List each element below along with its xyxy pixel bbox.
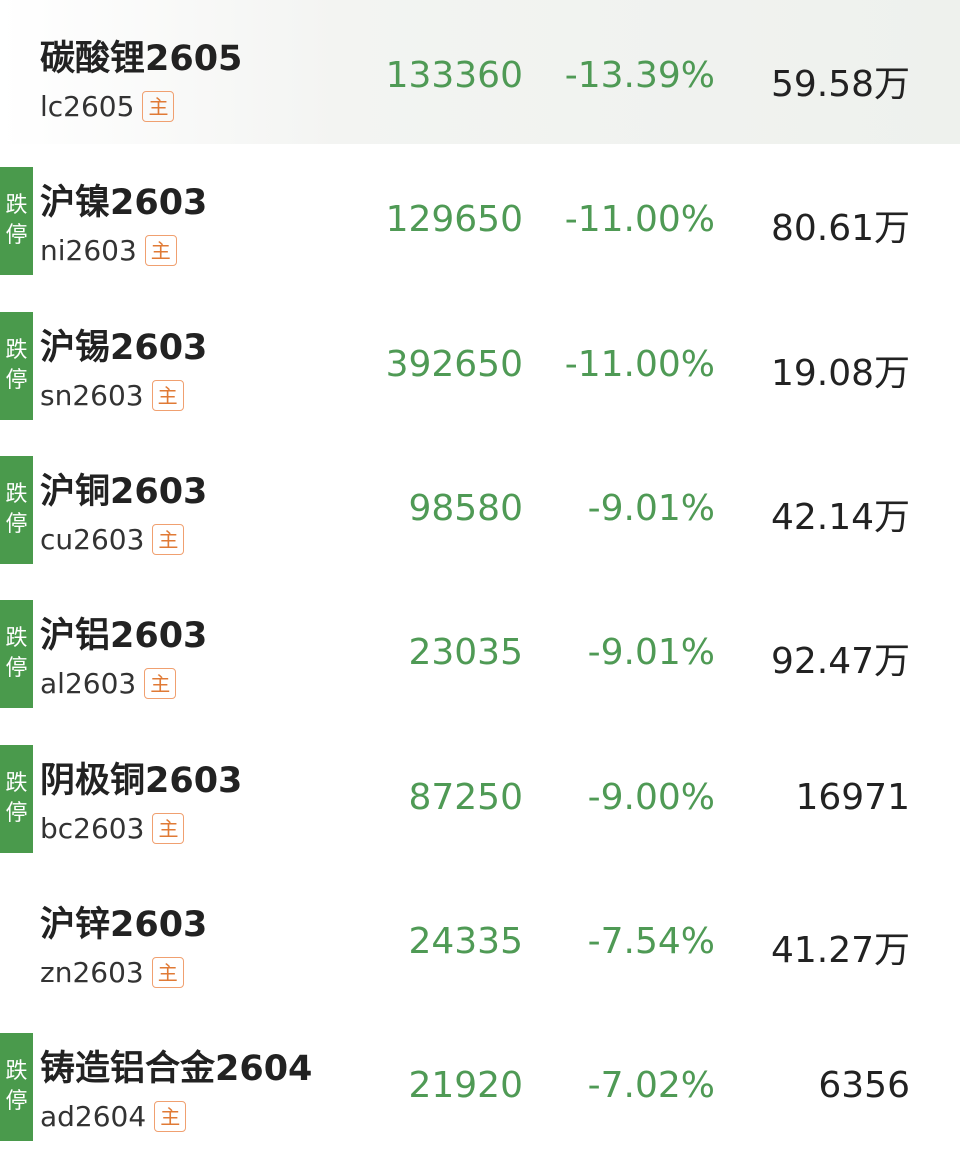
main-contract-tag: 主 xyxy=(152,523,185,555)
volume: 42.14万 xyxy=(770,496,910,538)
badge-char: 跌 xyxy=(5,337,28,363)
contract-name: 沪锡2603 xyxy=(40,327,208,368)
badge-char: 跌 xyxy=(5,193,28,219)
contract-code: sn2603 xyxy=(40,378,144,412)
main-contract-tag: 主 xyxy=(151,956,184,988)
last-price: 24335 xyxy=(408,920,523,962)
volume: 41.27万 xyxy=(770,929,910,971)
limit-down-badge: 跌停 xyxy=(0,167,33,276)
contract-code: ad2604 xyxy=(40,1100,147,1134)
limit-down-badge: 跌停 xyxy=(0,455,33,564)
contract-name: 沪锌2603 xyxy=(40,904,208,945)
badge-char: 停 xyxy=(5,656,28,682)
volume: 19.08万 xyxy=(770,352,910,394)
contract-code-group: ad2604 主 xyxy=(40,1100,187,1134)
volume: 92.47万 xyxy=(770,641,910,683)
contract-name: 碳酸锂2605 xyxy=(40,39,243,79)
contract-code-group: cu2603 主 xyxy=(40,522,185,556)
contract-code-group: al2603 主 xyxy=(40,667,177,701)
table-row[interactable]: 碳酸锂2605 lc2605 主 133360 -13.39% 59.58万 xyxy=(0,0,960,144)
badge-char: 停 xyxy=(5,367,28,393)
contract-code-group: bc2603 主 xyxy=(40,811,185,845)
table-row[interactable]: 跌停沪锡2603 sn2603 主 392650 -11.00% 19.08万 xyxy=(0,289,960,433)
change-percent: -9.00% xyxy=(587,776,715,818)
last-price: 129650 xyxy=(385,199,523,241)
table-row[interactable]: 跌停铸造铝合金2604 ad2604 主 21920 -7.02% 6356 xyxy=(0,1010,960,1154)
badge-char: 停 xyxy=(5,800,28,826)
volume: 80.61万 xyxy=(770,208,910,250)
volume: 6356 xyxy=(818,1065,910,1107)
contract-code: bc2603 xyxy=(40,811,145,845)
contract-name: 沪铜2603 xyxy=(40,471,208,512)
table-row[interactable]: 跌停阴极铜2603 bc2603 主 87250 -9.00% 16971 xyxy=(0,722,960,866)
last-price: 21920 xyxy=(408,1065,523,1107)
main-contract-tag: 主 xyxy=(144,235,177,267)
volume: 59.58万 xyxy=(770,64,910,105)
contract-name: 阴极铜2603 xyxy=(40,760,243,801)
main-contract-tag: 主 xyxy=(142,91,175,122)
limit-down-badge: 跌停 xyxy=(0,311,33,420)
contract-code: cu2603 xyxy=(40,522,145,556)
contract-name: 沪镍2603 xyxy=(40,183,208,224)
contract-code: zn2603 xyxy=(40,955,144,989)
last-price: 392650 xyxy=(385,343,523,385)
last-price: 98580 xyxy=(408,487,523,529)
change-percent: -7.02% xyxy=(587,1065,715,1107)
badge-char: 跌 xyxy=(5,481,28,507)
change-percent: -7.54% xyxy=(587,920,715,962)
contract-code: al2603 xyxy=(40,667,137,701)
badge-char: 跌 xyxy=(5,770,28,796)
limit-down-badge: 跌停 xyxy=(0,1033,33,1142)
contract-name: 沪铝2603 xyxy=(40,616,208,657)
volume: 16971 xyxy=(795,776,910,818)
main-contract-tag: 主 xyxy=(151,379,184,411)
badge-char: 停 xyxy=(5,223,28,249)
change-percent: -9.01% xyxy=(587,632,715,674)
limit-down-badge: 跌停 xyxy=(0,744,33,853)
change-percent: -11.00% xyxy=(564,199,715,241)
change-percent: -9.01% xyxy=(587,487,715,529)
contract-code: ni2603 xyxy=(40,234,137,268)
change-percent: -13.39% xyxy=(564,55,715,96)
main-contract-tag: 主 xyxy=(154,1101,187,1133)
table-row[interactable]: 跌停沪铝2603 al2603 主 23035 -9.01% 92.47万 xyxy=(0,577,960,721)
contract-name: 铸造铝合金2604 xyxy=(40,1049,313,1090)
badge-char: 停 xyxy=(5,511,28,537)
last-price: 133360 xyxy=(385,55,523,96)
contract-code-group: ni2603 主 xyxy=(40,234,177,267)
badge-char: 停 xyxy=(5,1089,28,1115)
limit-down-badge: 跌停 xyxy=(0,600,33,709)
last-price: 23035 xyxy=(408,632,523,674)
table-row[interactable]: 跌停沪铜2603 cu2603 主 98580 -9.01% 42.14万 xyxy=(0,433,960,577)
contract-code: lc2605 xyxy=(40,90,135,123)
last-price: 87250 xyxy=(408,776,523,818)
contract-code-group: lc2605 主 xyxy=(40,90,175,123)
main-contract-tag: 主 xyxy=(152,812,185,844)
contract-code-group: sn2603 主 xyxy=(40,379,184,412)
change-percent: -11.00% xyxy=(564,343,715,385)
main-contract-tag: 主 xyxy=(144,668,177,700)
badge-char: 跌 xyxy=(5,626,28,652)
table-row[interactable]: 跌停沪镍2603 ni2603 主 129650 -11.00% 80.61万 xyxy=(0,144,960,288)
badge-char: 跌 xyxy=(5,1059,28,1085)
table-row[interactable]: 沪锌2603 zn2603 主 24335 -7.54% 41.27万 xyxy=(0,866,960,1010)
contract-code-group: zn2603 主 xyxy=(40,956,184,989)
